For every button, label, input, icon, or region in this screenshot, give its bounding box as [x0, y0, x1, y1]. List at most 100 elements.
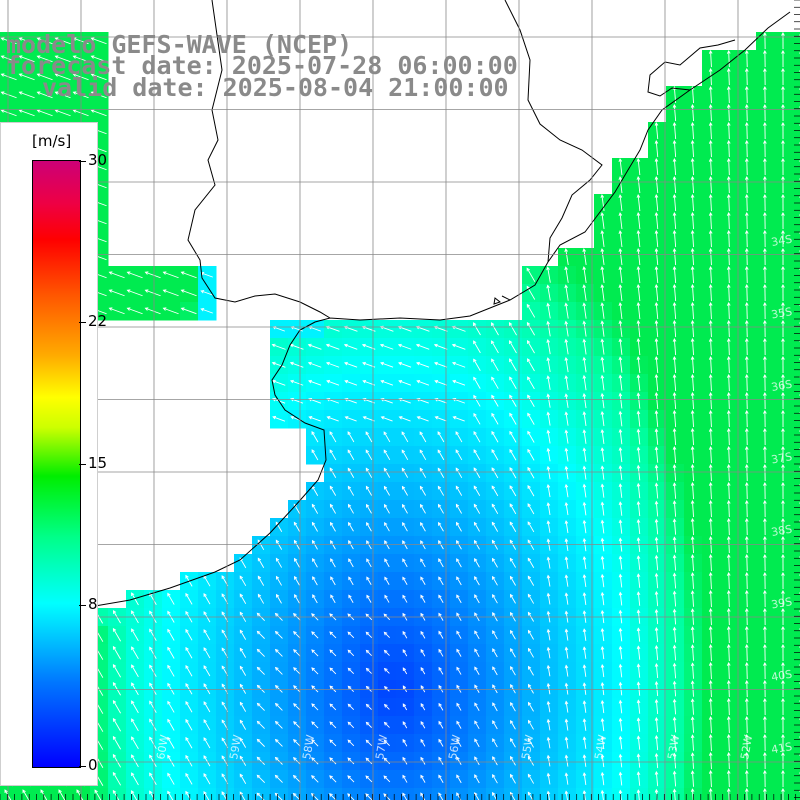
wind-arrow [200, 307, 213, 314]
wind-arrow [365, 775, 373, 783]
wind-arrow [510, 755, 516, 766]
longitude-label: 52W [738, 734, 755, 761]
wind-arrow [708, 302, 713, 320]
wind-arrow [474, 774, 480, 784]
wind-arrow [420, 648, 426, 657]
wind-arrow [329, 703, 337, 711]
wind-arrow [366, 540, 372, 550]
wind-arrow [618, 771, 623, 786]
wind-arrow [437, 431, 445, 443]
wind-arrow [329, 485, 337, 496]
wind-arrow [527, 412, 535, 425]
wind-arrow [781, 554, 785, 572]
wind-arrow [744, 68, 749, 86]
wind-arrow [527, 466, 535, 479]
wind-arrow [564, 266, 569, 283]
wind-arrow [402, 792, 408, 800]
wind-arrow [257, 593, 265, 604]
wind-arrow [383, 449, 391, 461]
wind-arrow [726, 320, 731, 338]
wind-arrow [326, 416, 339, 422]
wind-arrow [0, 91, 17, 99]
wind-arrow [618, 410, 623, 427]
wind-arrow [600, 194, 605, 212]
wind-arrow [690, 392, 695, 410]
wind-arrow [582, 393, 587, 409]
wind-arrow [546, 302, 551, 319]
wind-arrow [185, 736, 193, 749]
wind-arrow [402, 685, 408, 693]
wind-arrow [744, 212, 749, 230]
wind-arrow [600, 700, 605, 714]
wind-arrow [636, 446, 641, 463]
wind-arrow [654, 572, 659, 589]
wind-arrow [618, 501, 623, 516]
wind-arrow [564, 628, 569, 641]
wind-arrow [274, 720, 283, 729]
wind-arrow [654, 194, 659, 212]
wind-arrow [18, 109, 35, 117]
wind-arrow [239, 647, 247, 658]
wind-arrow [564, 501, 569, 516]
wind-arrow [527, 593, 535, 604]
wind-arrow [582, 465, 587, 480]
wind-arrow [185, 754, 193, 767]
wind-arrow [726, 428, 731, 446]
wind-arrow [744, 662, 749, 680]
wind-arrow [311, 649, 319, 657]
wind-arrow [690, 536, 695, 554]
wind-arrow [330, 576, 336, 586]
wind-arrow [726, 662, 731, 680]
legend-unit: [m/s] [32, 132, 72, 150]
wind-arrow [726, 554, 731, 572]
color-scale-label: 0 [88, 756, 98, 774]
wind-cell [612, 788, 631, 800]
wind-arrow [726, 680, 731, 698]
wind-arrow [672, 140, 677, 158]
wind-arrow [402, 774, 408, 783]
wind-arrow [149, 700, 157, 713]
longitude-label: 58W [300, 734, 317, 761]
wind-arrow [726, 464, 731, 482]
wind-arrow [347, 685, 355, 693]
wind-arrow [654, 266, 659, 284]
wind-arrow [274, 666, 283, 675]
wind-arrow [564, 718, 569, 731]
wind-arrow [672, 194, 677, 212]
wind-arrow [582, 284, 587, 301]
wind-arrow [402, 667, 408, 675]
wind-arrow [256, 756, 265, 765]
wind-arrow [144, 271, 161, 279]
wind-arrow [257, 539, 265, 551]
wind-arrow [781, 572, 785, 590]
wind-arrow [144, 307, 161, 315]
wind-arrow [781, 122, 785, 140]
wind-arrow [491, 358, 499, 372]
wind-arrow [672, 536, 677, 553]
wind-arrow [708, 554, 713, 572]
wind-arrow [438, 774, 444, 783]
wind-arrow [763, 356, 767, 374]
wind-arrow [456, 756, 462, 765]
wind-arrow [527, 557, 535, 568]
wind-arrow [744, 140, 749, 158]
wind-arrow [546, 592, 551, 605]
wind-arrow [527, 430, 535, 443]
wind-arrow [527, 683, 534, 694]
wind-arrow [726, 500, 731, 518]
wind-arrow [600, 302, 605, 319]
wind-arrow [654, 464, 659, 481]
wind-arrow [781, 50, 785, 68]
wind-arrow [131, 754, 139, 768]
wind-arrow [149, 754, 157, 767]
wind-arrow [690, 122, 695, 140]
wind-arrow [763, 158, 767, 176]
wind-arrow [330, 594, 336, 604]
wind-arrow [600, 646, 605, 660]
wind-arrow [54, 55, 71, 63]
wind-arrow [726, 446, 731, 464]
wind-arrow [708, 626, 713, 644]
wind-arrow [654, 770, 659, 787]
wind-arrow [582, 682, 587, 695]
wind-arrow [420, 774, 426, 783]
